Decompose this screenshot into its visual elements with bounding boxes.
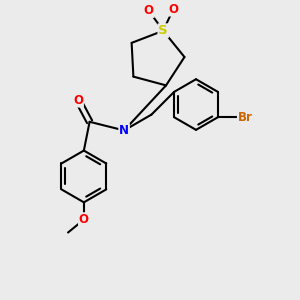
Text: O: O <box>73 94 83 107</box>
Text: S: S <box>158 24 168 37</box>
Text: O: O <box>79 213 89 226</box>
Text: Br: Br <box>238 111 252 124</box>
Text: O: O <box>144 4 154 17</box>
Text: O: O <box>168 3 178 16</box>
Text: N: N <box>119 124 129 137</box>
